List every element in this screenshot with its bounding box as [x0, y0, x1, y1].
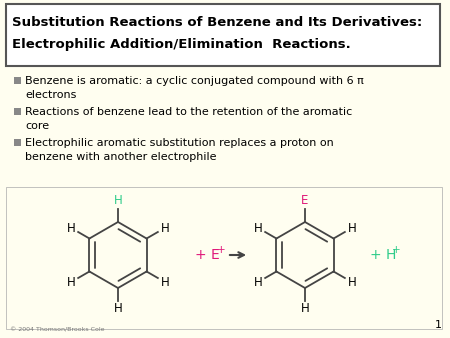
Bar — [14, 139, 21, 146]
Text: H: H — [67, 275, 76, 289]
Text: H: H — [254, 221, 263, 235]
Text: +: + — [217, 245, 225, 255]
Text: + E: + E — [195, 248, 220, 262]
Bar — [14, 108, 21, 115]
Text: H: H — [160, 221, 169, 235]
Text: +: + — [392, 245, 400, 255]
Text: H: H — [67, 221, 76, 235]
Text: E: E — [302, 194, 309, 208]
Bar — [6, 4, 440, 66]
Text: Reactions of benzene lead to the retention of the aromatic
core: Reactions of benzene lead to the retenti… — [25, 107, 352, 130]
Text: H: H — [347, 221, 356, 235]
Text: + H: + H — [370, 248, 396, 262]
Text: 1: 1 — [435, 320, 442, 330]
Text: H: H — [113, 194, 122, 208]
Text: H: H — [254, 275, 263, 289]
Text: © 2004 Thomson/Brooks Cole: © 2004 Thomson/Brooks Cole — [10, 327, 104, 332]
Text: H: H — [160, 275, 169, 289]
Text: H: H — [113, 303, 122, 315]
Text: Benzene is aromatic: a cyclic conjugated compound with 6 π
electrons: Benzene is aromatic: a cyclic conjugated… — [25, 76, 364, 100]
Text: H: H — [347, 275, 356, 289]
Text: Electrophilic Addition/Elimination  Reactions.: Electrophilic Addition/Elimination React… — [12, 38, 351, 51]
Text: Electrophilic aromatic substitution replaces a proton on
benzene with another el: Electrophilic aromatic substitution repl… — [25, 138, 334, 162]
Bar — [6, 187, 442, 329]
Bar — [14, 77, 21, 84]
Text: Substitution Reactions of Benzene and Its Derivatives:: Substitution Reactions of Benzene and It… — [12, 16, 422, 29]
Text: H: H — [301, 303, 310, 315]
